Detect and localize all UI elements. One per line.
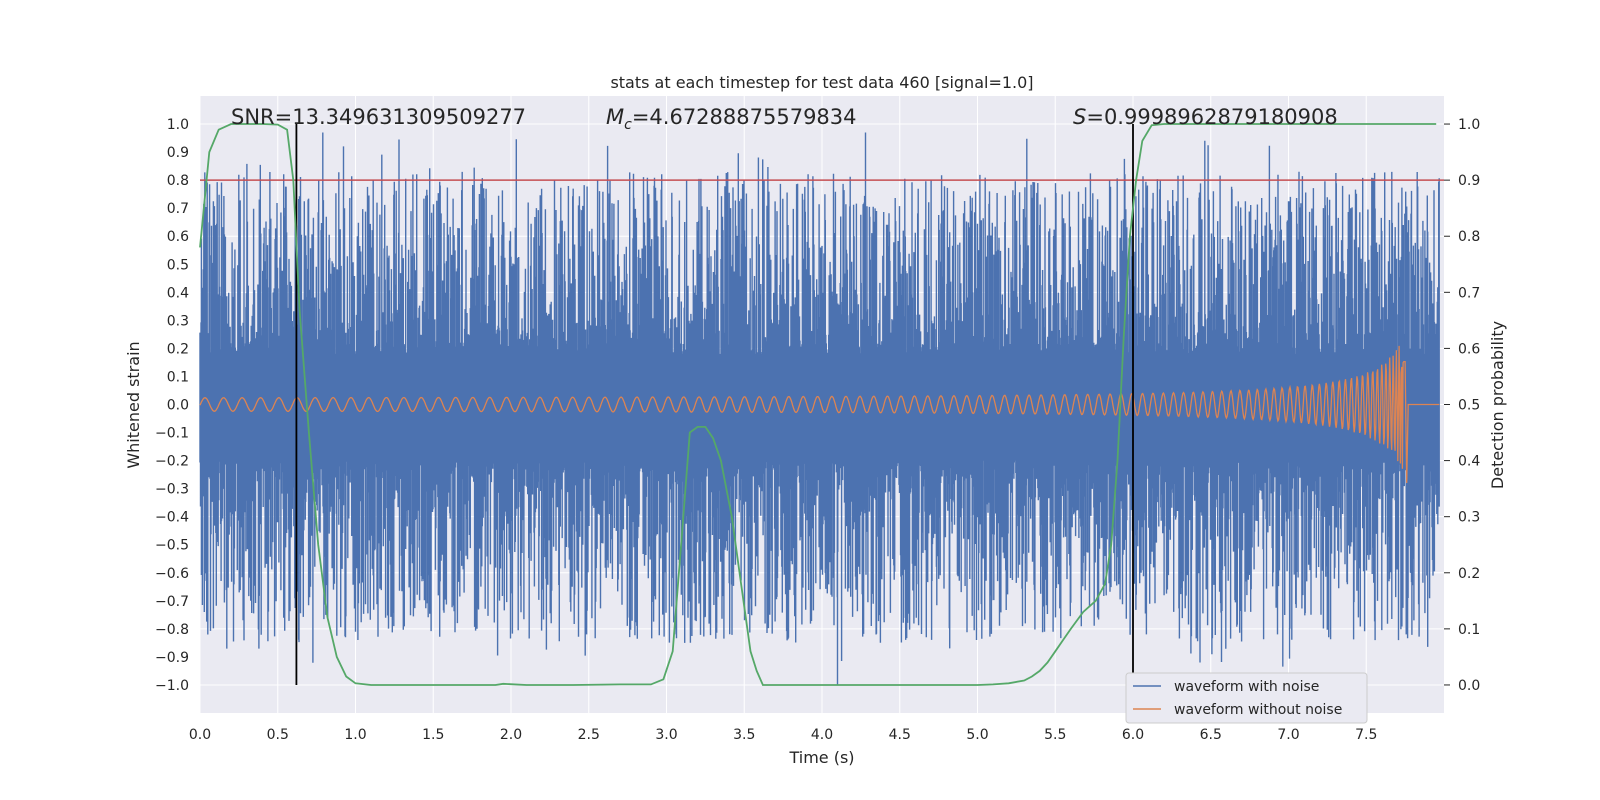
y-right-tick-label: 0.6 (1458, 341, 1480, 357)
y-right-tick-label: 0.1 (1458, 622, 1480, 638)
mc-value: =4.67288875579834 (632, 105, 857, 129)
x-axis-ticks: 0.0 0.5 1.0 1.5 2.0 2.5 3.0 3.5 4.0 4.5 5.0 5.5 6.0 6… (189, 727, 1378, 743)
x-axis-label: Time (s) (788, 748, 854, 767)
x-tick-label: 4.0 (811, 727, 833, 743)
s-symbol: S (1073, 105, 1086, 129)
y-left-tick-label: 0.7 (167, 201, 189, 217)
y-left-tick-label: −0.2 (155, 454, 189, 470)
x-tick-label: 2.5 (578, 727, 600, 743)
x-tick-label: 0.5 (267, 727, 289, 743)
y-left-tick-label: −0.8 (155, 622, 189, 638)
y-right-tick-label: 0.9 (1458, 173, 1480, 189)
mc-subscript: c (624, 117, 632, 133)
y-left-tick-label: 1.0 (167, 117, 189, 133)
chart-title: stats at each timestep for test data 460… (610, 73, 1033, 92)
y-left-tick-label: −0.5 (155, 538, 189, 554)
y-right-tick-label: 0.5 (1458, 398, 1480, 414)
legend-box (1125, 672, 1368, 724)
y-right-tick-label: 0.2 (1458, 566, 1480, 582)
s-value: =0.9998962879180908 (1086, 105, 1337, 129)
x-tick-label: 2.0 (500, 727, 522, 743)
clean-waveform-path (199, 345, 1440, 484)
y-left-tick-label: 0.9 (167, 145, 189, 161)
y-right-axis-ticks: 1.0 0.9 0.8 0.7 0.6 0.5 0.4 0.3 0.2 0.1 0.0 (1444, 117, 1480, 694)
y-left-tick-label: 0.2 (167, 341, 189, 357)
statistic-annotation: S=0.9998962879180908 (1073, 105, 1338, 129)
y-left-tick-label: −1.0 (155, 678, 189, 694)
noise-waveform-path (199, 132, 1440, 685)
y-left-tick-label: 0.1 (167, 369, 189, 385)
x-tick-label: 3.5 (733, 727, 755, 743)
y-left-tick-label: 0.0 (167, 398, 189, 414)
y-left-tick-label: 0.5 (167, 257, 189, 273)
x-tick-label: 7.0 (1277, 727, 1299, 743)
y-left-tick-label: 0.6 (167, 229, 189, 245)
legend-label-clean: waveform without noise (1174, 702, 1342, 718)
chirp-mass-annotation: Mc=4.67288875579834 (606, 105, 857, 133)
y-left-tick-label: 0.8 (167, 173, 189, 189)
y-left-tick-label: −0.7 (155, 594, 189, 610)
y-left-tick-label: −0.3 (155, 482, 189, 498)
x-tick-label: 5.0 (966, 727, 988, 743)
y-right-axis-label: Detection probability (1488, 321, 1507, 489)
y-right-tick-label: 0.8 (1458, 229, 1480, 245)
y-left-tick-label: −0.6 (155, 566, 189, 582)
y-left-tick-label: 0.3 (167, 313, 189, 329)
y-right-tick-label: 0.4 (1458, 454, 1480, 470)
detection-probability-path (199, 123, 1437, 686)
x-tick-label: 4.5 (889, 727, 911, 743)
y-left-tick-label: −0.1 (155, 426, 189, 442)
series-detection-probability (199, 123, 1437, 686)
y-left-axis-label: Whitened strain (124, 341, 143, 468)
x-tick-label: 3.0 (655, 727, 677, 743)
y-left-axis-ticks: 1.0 0.9 0.8 0.7 0.6 0.5 0.4 0.3 0.2 0.1 0.0 −0.1 −0.… (155, 117, 189, 694)
x-tick-label: 0.0 (189, 727, 211, 743)
x-tick-label: 1.5 (422, 727, 444, 743)
x-tick-label: 6.5 (1200, 727, 1222, 743)
series-waveform-with-noise (199, 132, 1440, 685)
x-tick-label: 6.0 (1122, 727, 1144, 743)
series-waveform-without-noise (199, 345, 1440, 484)
y-right-tick-label: 0.0 (1458, 678, 1480, 694)
vertical-markers (295, 124, 1134, 685)
y-right-tick-label: 0.7 (1458, 285, 1480, 301)
y-left-tick-label: −0.4 (155, 510, 189, 526)
x-tick-label: 5.5 (1044, 727, 1066, 743)
legend-label-noise: waveform with noise (1174, 679, 1319, 695)
y-right-tick-label: 1.0 (1458, 117, 1480, 133)
x-tick-label: 1.0 (344, 727, 366, 743)
mc-symbol: M (606, 105, 624, 129)
legend: waveform with noise waveform without noi… (1125, 672, 1368, 724)
snr-annotation: SNR=13.349631309509277 (231, 105, 526, 129)
y-right-tick-label: 0.3 (1458, 510, 1480, 526)
y-left-tick-label: 0.4 (167, 285, 189, 301)
y-left-tick-label: −0.9 (155, 650, 189, 666)
x-tick-label: 7.5 (1355, 727, 1377, 743)
